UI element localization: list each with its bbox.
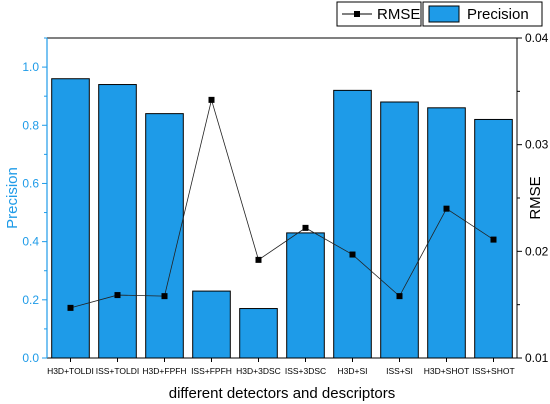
precision-bar-0 [51,78,90,359]
precision-bar-4 [239,308,278,359]
precision-bar-7 [380,101,419,359]
precision-bar-5 [286,232,325,359]
legend-rmse-marker [354,11,360,17]
precision-bar-6 [333,89,372,359]
left-tick-label-1: 0.2 [22,293,39,307]
legend-precision-label: Precision [467,6,529,23]
left-tick-label-4: 0.8 [22,118,39,132]
x-tick-label-2: H3D+FPFH [142,366,186,376]
rmse-point-6 [349,251,356,258]
legend-rmse-label: RMSE [377,6,420,23]
right-tick-label-3: 0.04 [525,31,549,45]
right-tick-label-0: 0.01 [525,351,549,365]
left-tick-label-3: 0.6 [22,176,39,190]
precision-bar-3 [192,290,231,359]
rmse-point-5 [302,224,309,231]
left-axis-ticks: 0.0 0.2 0.4 0.6 0.8 1.0 [22,37,47,365]
left-tick-label-0: 0.0 [22,351,39,365]
rmse-point-0 [67,304,74,311]
rmse-point-3 [208,96,215,103]
x-axis-title: different detectors and descriptors [169,385,396,402]
precision-bar-2 [145,113,184,359]
rmse-point-8 [443,205,450,212]
rmse-point-7 [396,293,403,300]
precision-bar-1 [98,84,137,359]
x-tick-label-0: H3D+TOLDI [47,366,94,376]
rmse-point-2 [161,293,168,300]
x-axis-ticks: H3D+TOLDI ISS+TOLDI H3D+FPFH ISS+FPFH H3D+3D… [47,358,515,376]
x-tick-label-6: H3D+SI [338,366,368,376]
x-tick-label-4: H3D+3DSC [236,366,281,376]
right-tick-label-2: 0.03 [525,138,549,152]
precision-bars [51,78,513,359]
x-tick-label-5: ISS+3DSC [285,366,326,376]
rmse-point-4 [255,256,262,263]
rmse-point-9 [490,236,497,243]
y2-axis-title: RMSE [527,176,544,219]
rmse-line [70,98,494,309]
x-tick-label-9: ISS+SHOT [472,366,514,376]
rmse-point-1 [114,292,121,299]
right-tick-label-1: 0.02 [525,244,549,258]
rmse-line-series [67,96,497,311]
right-axis-ticks: 0.01 0.02 0.03 0.04 [517,31,549,365]
x-tick-label-1: ISS+TOLDI [96,366,140,376]
x-tick-label-3: ISS+FPFH [191,366,232,376]
x-tick-label-7: ISS+SI [386,366,413,376]
left-tick-label-2: 0.4 [22,235,39,249]
y-axis-title: Precision [4,167,21,229]
left-tick-label-5: 1.0 [22,60,39,74]
x-tick-label-8: H3D+SHOT [424,366,470,376]
legend-precision-swatch [428,5,460,23]
legend: RMSE Precision [336,1,543,27]
